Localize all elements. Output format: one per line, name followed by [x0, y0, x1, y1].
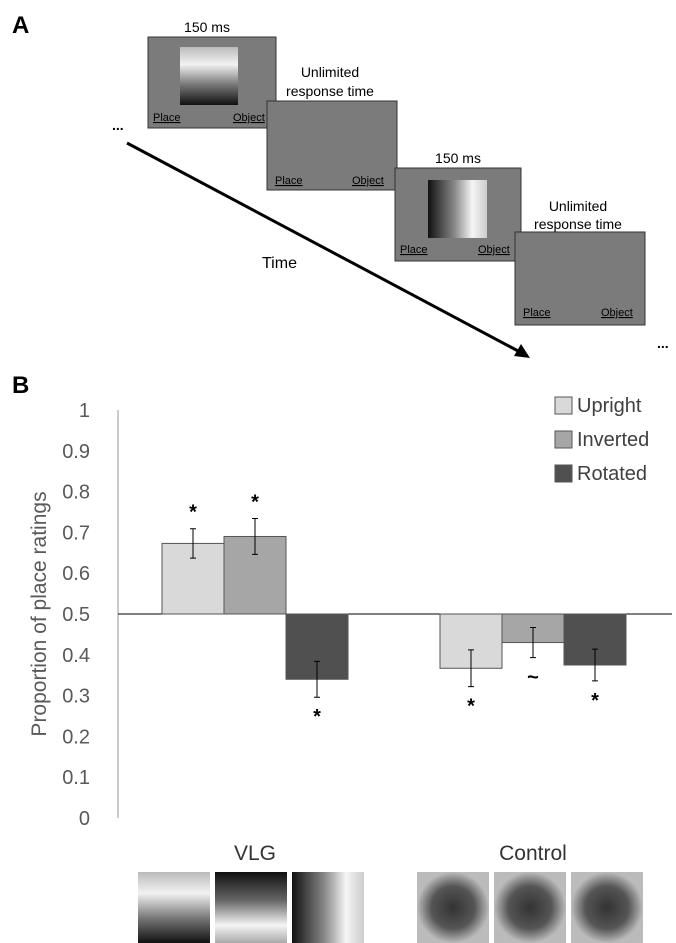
stimulus-thumbnail — [292, 872, 364, 943]
screen-caption: response time — [534, 216, 622, 232]
screen — [514, 231, 646, 326]
screen-caption: 150 ms — [435, 150, 481, 166]
significance-marker: * — [467, 696, 475, 718]
significance-marker: ~ — [527, 667, 539, 689]
error-bar — [252, 518, 258, 555]
error-bar — [190, 528, 196, 559]
y-tick-label: 0.2 — [62, 726, 90, 748]
legend-swatch — [554, 464, 573, 483]
y-tick-label: 0.8 — [62, 482, 90, 504]
error-bar — [592, 648, 598, 682]
y-tick-label: 0.3 — [62, 686, 90, 708]
error-bar — [314, 660, 320, 698]
stimulus-thumbnail — [215, 872, 287, 943]
ellipsis: ... — [657, 335, 669, 351]
option-label: Object — [478, 244, 510, 256]
screen-caption: Unlimited — [549, 198, 607, 214]
y-axis-label: Proportion of place ratings — [28, 491, 51, 736]
screen — [266, 100, 398, 191]
error-bar — [468, 649, 474, 688]
option-label: Place — [275, 175, 303, 187]
screen-caption: response time — [286, 83, 374, 99]
legend-swatch — [554, 430, 573, 449]
y-tick-label: 0 — [79, 808, 90, 830]
stimulus-image — [180, 47, 238, 105]
error-bar — [530, 626, 536, 659]
option-label: Object — [352, 175, 384, 187]
y-tick-label: 0.6 — [62, 563, 90, 585]
stimulus-thumbnail — [494, 872, 566, 943]
y-tick-label: 0.5 — [62, 604, 90, 626]
y-tick-label: 0.4 — [62, 645, 90, 667]
panel-b: B Proportion of place ratings 0 0.1 0.2 0.3… — [12, 372, 672, 943]
y-tick-label: 0.9 — [62, 441, 90, 463]
legend-swatch — [554, 396, 573, 415]
stimulus-thumbnail — [138, 872, 210, 943]
significance-marker: * — [313, 706, 321, 728]
panel-a: A 150 ms Place Object Unlimited response… — [12, 12, 669, 358]
option-label: Place — [153, 112, 181, 124]
category-label: Control — [499, 842, 567, 865]
stimulus-image — [428, 180, 487, 238]
significance-marker: * — [591, 690, 599, 712]
significance-marker: * — [189, 502, 197, 524]
y-tick-label: 0.1 — [62, 767, 90, 789]
time-arrow — [126, 141, 521, 354]
stimulus-thumbnail — [417, 872, 489, 943]
panel-label: B — [12, 372, 29, 399]
option-label: Object — [233, 112, 265, 124]
category-label: VLG — [234, 842, 276, 865]
ellipsis: ... — [112, 117, 124, 133]
screen-caption: Unlimited — [301, 64, 359, 80]
y-tick-label: 1 — [79, 400, 90, 422]
y-tick-label: 0.7 — [62, 522, 90, 544]
stimulus-thumbnail — [571, 872, 643, 943]
panel-label: A — [12, 12, 29, 39]
option-label: Place — [400, 244, 428, 256]
option-label: Object — [601, 307, 633, 319]
legend-label: Rotated — [577, 463, 647, 485]
legend-label: Upright — [577, 395, 642, 417]
arrow-head — [514, 344, 530, 358]
screen-caption: 150 ms — [184, 19, 230, 35]
significance-marker: * — [251, 492, 259, 514]
time-label: Time — [262, 255, 297, 272]
legend-label: Inverted — [577, 429, 649, 451]
option-label: Place — [523, 307, 551, 319]
